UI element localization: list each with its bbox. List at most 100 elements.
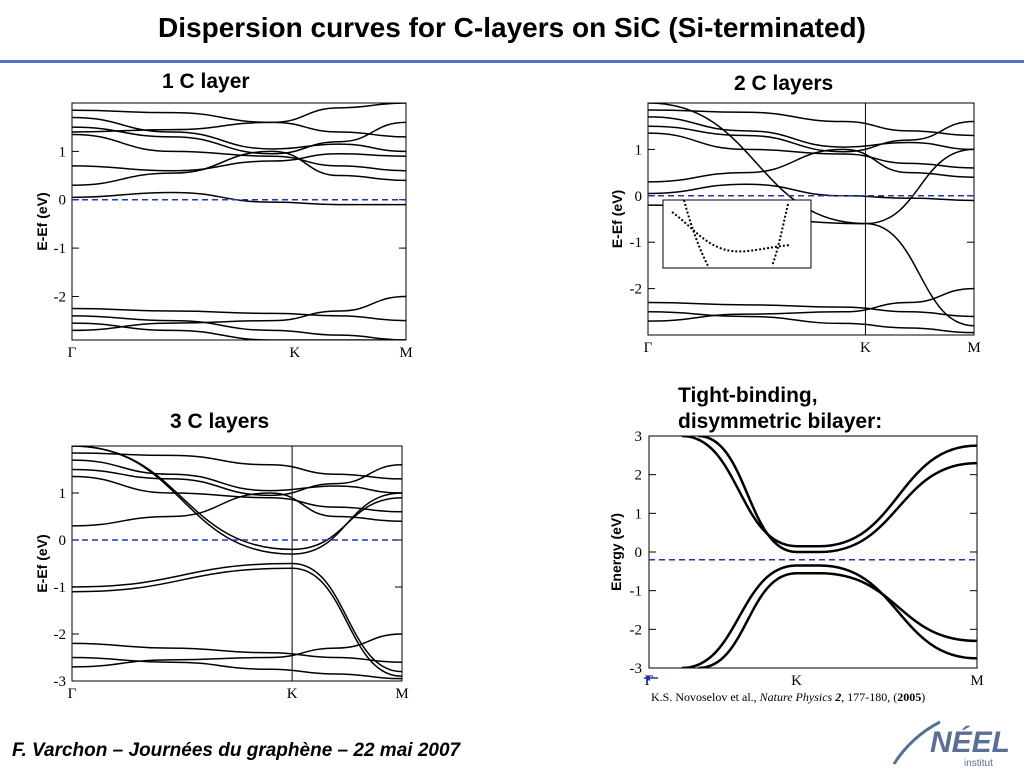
x-tick-label: M: [967, 340, 980, 356]
x-tick-label: K: [860, 340, 871, 356]
band-curve: [648, 301, 974, 318]
y-tick-label: 1: [635, 142, 643, 158]
y-tick-label: -3: [630, 661, 643, 677]
y-tick-label: -2: [630, 282, 643, 298]
band-curve: [648, 287, 974, 322]
inset-band-curve: [683, 199, 709, 267]
band-curve: [72, 153, 406, 172]
panel-title-1-layer: 1 C layer: [162, 70, 250, 93]
band-curve: [72, 567, 402, 678]
y-tick-label: -2: [54, 627, 67, 643]
band-curve: [72, 121, 406, 155]
inset-band-curve: [671, 211, 791, 253]
y-tick-label: 1: [59, 486, 67, 502]
y-axis-label: E-Ef (eV): [34, 192, 50, 250]
band-curve: [681, 564, 977, 668]
y-tick-label: 0: [635, 189, 643, 205]
citation-year: 2005: [897, 690, 922, 704]
band-curve: [72, 191, 406, 206]
band-curve: [72, 562, 402, 673]
band-curve: [648, 103, 974, 225]
band-curve: [72, 116, 406, 153]
band-curve: [72, 133, 406, 172]
band-curve: [648, 109, 974, 137]
logo-swoosh: [892, 720, 941, 765]
x-tick-label: Γ: [68, 686, 77, 702]
y-tick-label: 0: [59, 193, 67, 209]
y-tick-label: -2: [630, 622, 643, 638]
x-tick-label: K: [791, 673, 802, 689]
inset-box: [662, 199, 812, 269]
band-curve: [72, 452, 402, 480]
chart-panel-3: 1 0 -1 -2 -3 E-Ef (eV) Γ K M: [34, 445, 409, 702]
y-tick-label: -1: [54, 241, 67, 257]
citation: K.S. Novoselov et al., Nature Physics 2,…: [651, 690, 925, 705]
x-tick-label: Γ: [644, 340, 653, 356]
band-curve: [698, 572, 977, 668]
citation-volume: 2: [835, 690, 842, 704]
panel-title-tight-binding: Tight-binding, disymmetric bilayer:: [678, 384, 883, 433]
logo-subtext: institut: [964, 758, 993, 768]
band-curve: [698, 436, 977, 554]
citation-pages: , 177-180, (: [841, 690, 898, 704]
slide-title: Dispersion curves for C-layers on SiC (S…: [158, 12, 866, 43]
x-tick-label: Γ: [68, 345, 77, 361]
neel-logo: NÉEL institut: [892, 720, 1010, 768]
y-axis-label: E-Ef (eV): [609, 190, 625, 248]
band-curve: [72, 642, 402, 663]
y-tick-label: -3: [54, 674, 67, 690]
x-tick-label: Γ: [645, 673, 654, 689]
plot-frame: [71, 445, 403, 682]
x-tick-label: M: [970, 673, 983, 689]
band-curve: [72, 446, 402, 555]
panel-title-3-layers: 3 C layers: [170, 410, 270, 433]
band-curve: [72, 459, 402, 494]
bands-group: [72, 446, 402, 680]
band-curve: [648, 116, 974, 151]
chart-panel-1: 1 0 -1 -2 E-Ef (eV) Γ K M: [34, 102, 413, 361]
band-curve: [681, 436, 977, 548]
band-curve: [72, 150, 406, 186]
footer-text: F. Varchon – Journées du graphène – 22 m…: [12, 740, 461, 761]
title-rule: [0, 60, 1024, 63]
band-curve: [72, 446, 402, 551]
band-curve: [72, 492, 402, 527]
y-tick-label: -1: [630, 235, 643, 251]
y-tick-label: -2: [54, 289, 67, 305]
citation-authors: K.S. Novoselov et al.,: [651, 690, 760, 704]
x-tick-label: M: [399, 345, 412, 361]
band-curve: [72, 633, 402, 668]
plot-frame: [647, 102, 975, 336]
band-curve: [648, 311, 974, 334]
x-tick-label: M: [395, 686, 408, 702]
y-tick-label: 0: [635, 545, 643, 561]
band-curve: [648, 120, 974, 153]
band-curve: [72, 656, 402, 680]
x-tick-label: K: [287, 686, 298, 702]
band-curve: [72, 464, 402, 497]
y-tick-label: -1: [54, 580, 67, 596]
band-curve: [72, 315, 406, 340]
bands-group: [72, 103, 406, 340]
band-curve: [72, 475, 402, 513]
y-tick-label: 0: [59, 533, 67, 549]
band-curve: [648, 183, 974, 202]
bands-group: [681, 436, 977, 668]
citation-close: ): [921, 690, 926, 704]
y-tick-label: 1: [635, 506, 643, 522]
y-tick-label: 2: [635, 468, 643, 484]
band-curve: [72, 322, 406, 340]
y-tick-label: 3: [635, 429, 643, 445]
chart-panel-4: 3 2 1 0 -1 -2 -3 Energy (eV) Γ K M: [608, 429, 984, 689]
citation-journal: Nature Physics: [759, 690, 836, 704]
band-curve: [648, 132, 974, 169]
gamma-arrow-head: [644, 675, 650, 681]
chart-panel-2: 1 0 -1 -2 E-Ef (eV) Γ K M: [609, 102, 981, 356]
logo-text: NÉEL: [930, 725, 1010, 759]
x-tick-label: K: [289, 345, 300, 361]
band-curve: [648, 148, 974, 183]
band-curve: [72, 103, 406, 133]
band-curve: [72, 307, 406, 322]
panel-title-2-layers: 2 C layers: [734, 72, 834, 95]
